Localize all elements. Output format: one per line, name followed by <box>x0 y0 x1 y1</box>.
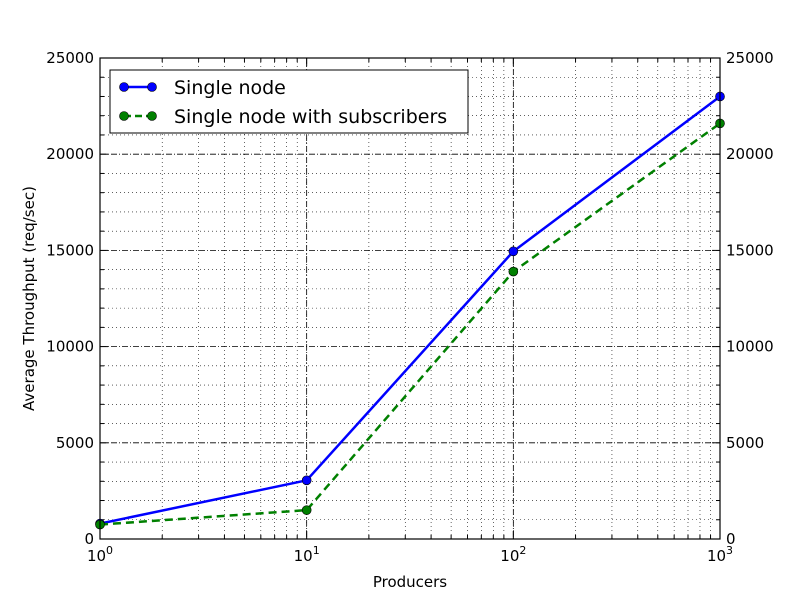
y-tick-label-left: 0 <box>84 530 94 548</box>
legend-marker <box>147 111 157 121</box>
y-tick-label-right: 10000 <box>726 338 774 356</box>
y-tick-label-right: 20000 <box>726 145 774 163</box>
data-point <box>301 475 312 486</box>
ticks <box>99 57 721 540</box>
x-tick-label: 100 <box>87 544 113 565</box>
y-tick-label-left: 5000 <box>56 434 94 452</box>
y-tick-label-right: 25000 <box>726 49 774 67</box>
legend-box <box>109 69 469 134</box>
plot-area <box>100 58 720 539</box>
legend: Single node Single node with subscribers <box>109 69 469 134</box>
y-tick-label-right: 5000 <box>726 434 764 452</box>
legend-marker <box>119 82 129 92</box>
data-point <box>508 266 519 277</box>
legend-marker <box>147 82 157 92</box>
plot-frame <box>99 57 721 540</box>
y-tick-label-left: 10000 <box>46 338 94 356</box>
y-tick-label-left: 25000 <box>46 49 94 67</box>
x-tick-label: 101 <box>294 544 320 565</box>
x-tick-label: 103 <box>707 544 733 565</box>
y-tick-label-right: 15000 <box>726 241 774 259</box>
y-tick-label-left: 15000 <box>46 241 94 259</box>
y-tick-label-left: 20000 <box>46 145 94 163</box>
y-axis-label: Average Throughput (req/sec) <box>20 186 38 411</box>
series-line <box>99 95 721 525</box>
legend-marker <box>119 111 129 121</box>
series-line <box>99 122 721 526</box>
data-point <box>508 246 519 257</box>
legend-label: Single node with subscribers <box>174 106 447 128</box>
y-tick-label-right: 0 <box>726 530 736 548</box>
legend-label: Single node <box>174 77 286 99</box>
x-tick-label: 102 <box>500 544 526 565</box>
data-point <box>301 505 312 515</box>
x-axis-label: Producers <box>373 573 447 591</box>
